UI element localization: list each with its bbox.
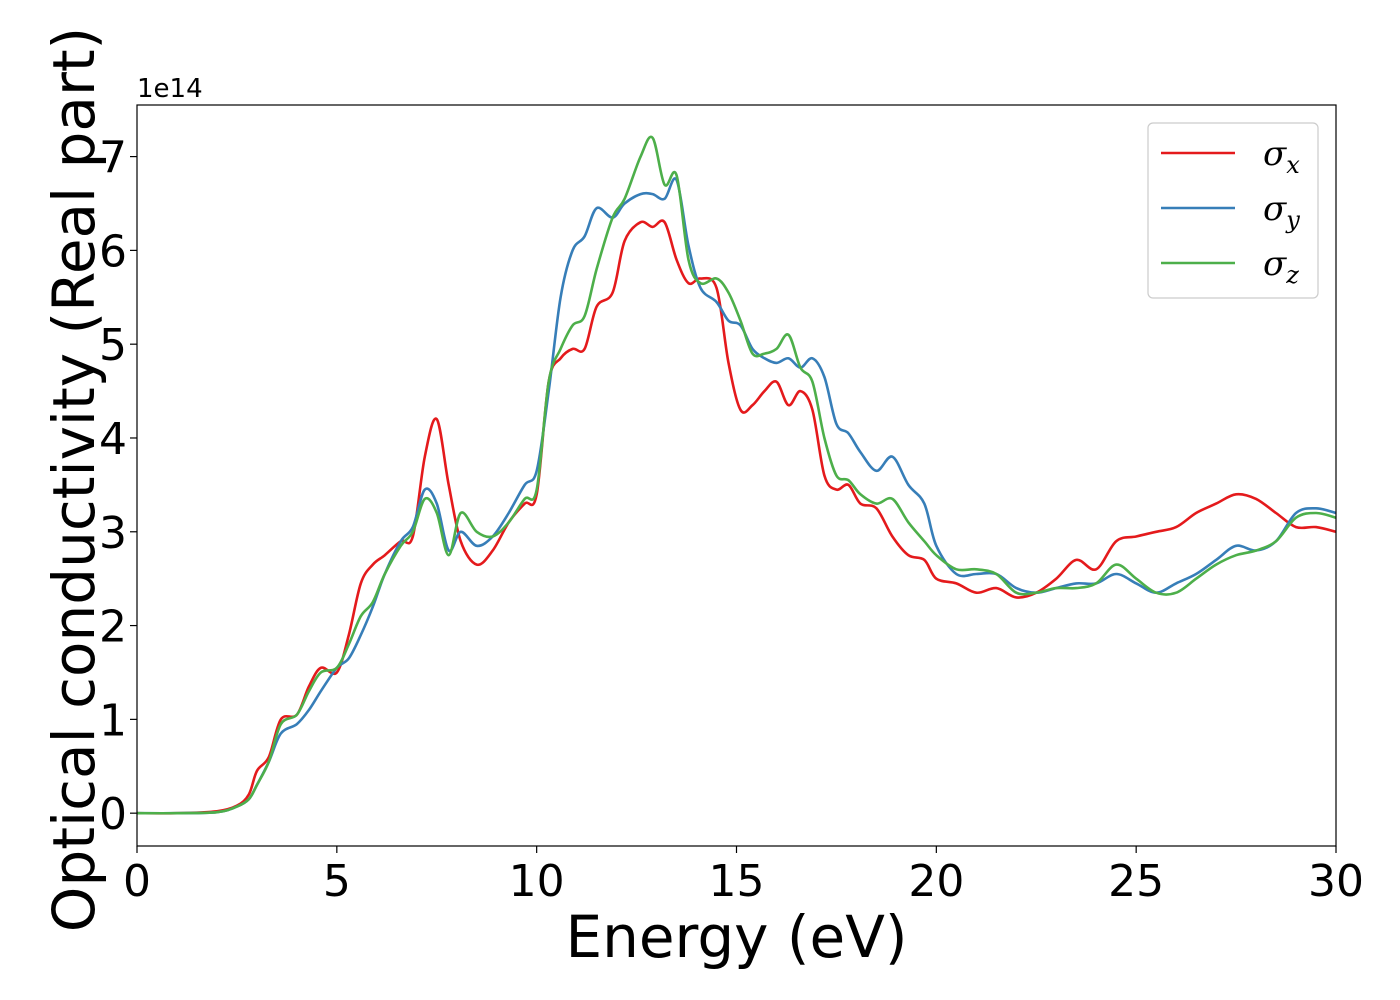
legend-subscript: z: [1285, 261, 1299, 289]
y-tick-label: 0: [99, 789, 127, 840]
y-tick-label: 4: [99, 414, 127, 465]
legend-subscript: y: [1285, 206, 1300, 234]
y-axis-label: Optical conductivity (Real part): [40, 27, 108, 932]
y-tick-label: 3: [99, 508, 127, 559]
x-tick-label: 30: [1308, 856, 1364, 907]
y-tick-label: 7: [99, 133, 127, 184]
x-tick-label: 0: [123, 856, 151, 907]
y-tick-label: 5: [99, 320, 127, 371]
x-tick-label: 20: [908, 856, 964, 907]
series-line-z: [137, 135, 1336, 815]
x-axis: 0 5 10 15 20 25 30: [123, 846, 1364, 907]
legend-subscript: x: [1286, 151, 1300, 179]
x-tick-label: 15: [709, 856, 765, 907]
y-tick-label: 6: [99, 226, 127, 277]
series-line-y: [137, 177, 1336, 815]
series-line-x: [137, 219, 1336, 815]
x-tick-label: 25: [1108, 856, 1164, 907]
x-tick-label: 5: [323, 856, 351, 907]
y-tick-label: 2: [99, 602, 127, 653]
y-tick-label: 1: [99, 695, 127, 746]
legend-box: [1147, 122, 1319, 299]
y-offset-label: 1e14: [137, 74, 203, 104]
y-axis: 0 1 2 3 4 5 6 7: [99, 133, 137, 840]
x-tick-label: 10: [509, 856, 565, 907]
x-axis-label: Energy (eV): [565, 903, 907, 971]
series-layer: [137, 135, 1336, 815]
